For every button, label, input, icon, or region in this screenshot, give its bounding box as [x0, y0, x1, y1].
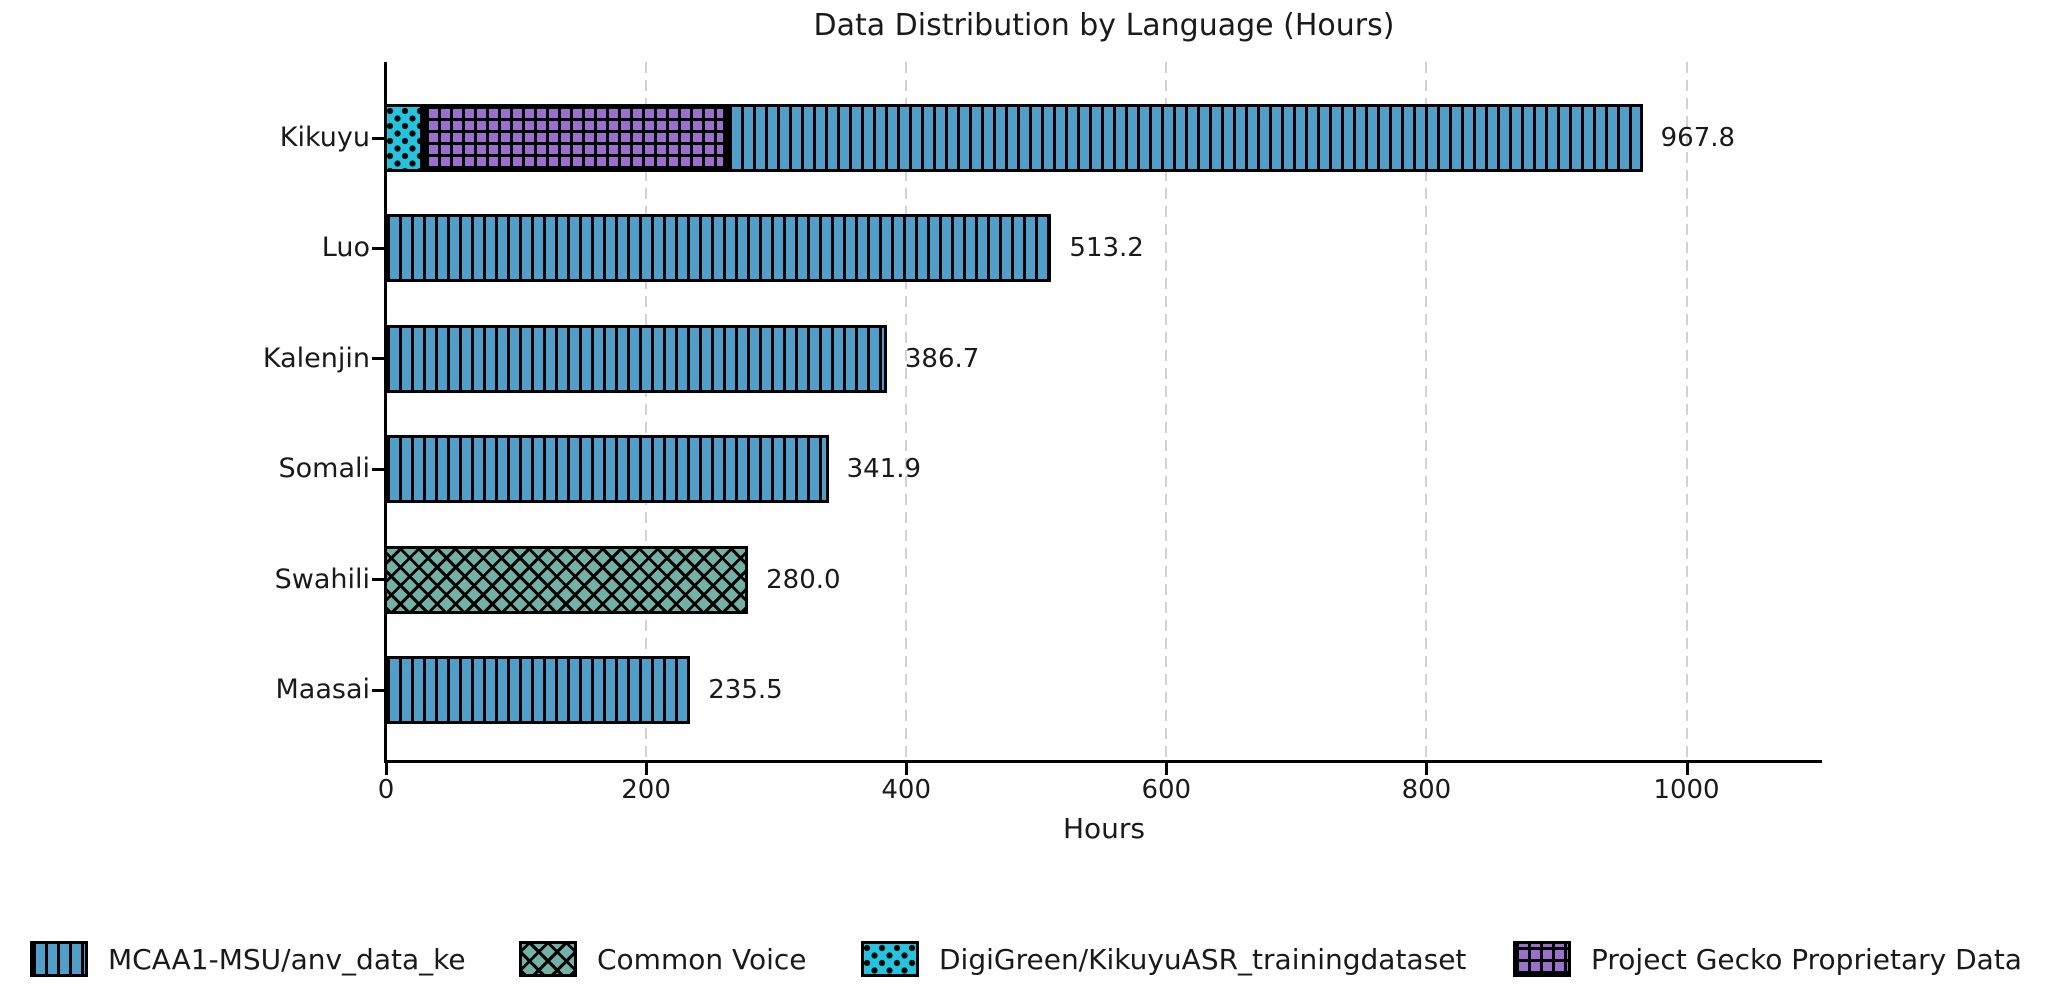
legend-label: DigiGreen/KikuyuASR_trainingdataset	[939, 942, 1467, 976]
legend-label: Common Voice	[597, 942, 807, 976]
x-tick-label: 800	[1401, 775, 1452, 805]
x-tick-mark	[645, 763, 649, 775]
legend-item: MCAA1-MSU/anv_data_ke	[30, 938, 466, 980]
legend-item: DigiGreen/KikuyuASR_trainingdataset	[861, 938, 1466, 980]
legend-item: Common Voice	[519, 938, 807, 980]
bar-row	[384, 545, 749, 614]
bar-segment-vlines	[384, 656, 691, 724]
x-tick-label: 0	[377, 775, 395, 805]
gridline	[645, 62, 648, 760]
x-axis-line	[384, 760, 1822, 763]
bar-segment-vlines	[384, 214, 1052, 283]
x-tick-mark	[1685, 763, 1689, 775]
x-tick-mark	[385, 763, 388, 775]
x-tick-mark	[905, 763, 909, 775]
x-tick-label: 1000	[1653, 775, 1720, 805]
x-tick-label: 200	[621, 775, 671, 805]
bar-row	[384, 214, 1052, 283]
x-tick-mark	[1425, 763, 1429, 775]
value-label: 341.9	[846, 454, 922, 485]
value-label: 235.5	[708, 675, 783, 705]
legend-swatch-cross	[519, 941, 577, 977]
category-label: Kikuyu	[279, 122, 370, 153]
x-tick-label: 600	[1141, 775, 1192, 805]
gridline	[1425, 62, 1428, 760]
gridline	[905, 62, 908, 760]
y-tick-mark	[372, 578, 384, 582]
value-label: 386.7	[904, 343, 980, 374]
value-label: 280.0	[766, 564, 841, 595]
legend-label: Project Gecko Proprietary Data	[1591, 942, 2022, 976]
bar-segment-dots	[384, 104, 423, 172]
bar-row	[384, 656, 691, 724]
y-tick-mark	[372, 357, 384, 361]
bar-segment-vlines	[384, 435, 829, 504]
bar-segment-vlines	[725, 104, 1643, 172]
bar-row	[384, 104, 1643, 172]
x-tick-label: 400	[881, 775, 931, 805]
y-tick-mark	[372, 136, 384, 140]
legend-swatch-plus	[1513, 941, 1571, 977]
legend-swatch-dots	[861, 941, 919, 977]
y-tick-mark	[372, 688, 384, 692]
bar-segment-cross	[384, 545, 749, 614]
chart-title: Data Distribution by Language (Hours)	[813, 8, 1395, 43]
bar-segment-plus	[423, 104, 726, 172]
x-tick-mark	[1165, 763, 1169, 775]
category-label: Maasai	[275, 674, 371, 705]
legend-label: MCAA1-MSU/anv_data_ke	[108, 942, 466, 976]
category-label: Swahili	[274, 563, 370, 595]
value-label: 967.8	[1660, 123, 1736, 153]
category-label: Kalenjin	[262, 342, 370, 374]
value-label: 513.2	[1069, 233, 1144, 264]
y-tick-mark	[372, 246, 384, 250]
gridline	[1685, 62, 1688, 760]
bar-segment-vlines	[384, 324, 887, 393]
x-axis-label: Hours	[1062, 812, 1146, 845]
category-label: Luo	[321, 232, 370, 264]
y-tick-mark	[372, 467, 384, 471]
legend-swatch-vlines	[30, 941, 88, 977]
category-label: Somali	[278, 453, 370, 485]
y-axis-line	[384, 62, 387, 763]
gridline	[1165, 62, 1168, 760]
legend-item: Project Gecko Proprietary Data	[1513, 938, 2022, 980]
bar-row	[384, 324, 887, 393]
bar-row	[384, 435, 829, 504]
